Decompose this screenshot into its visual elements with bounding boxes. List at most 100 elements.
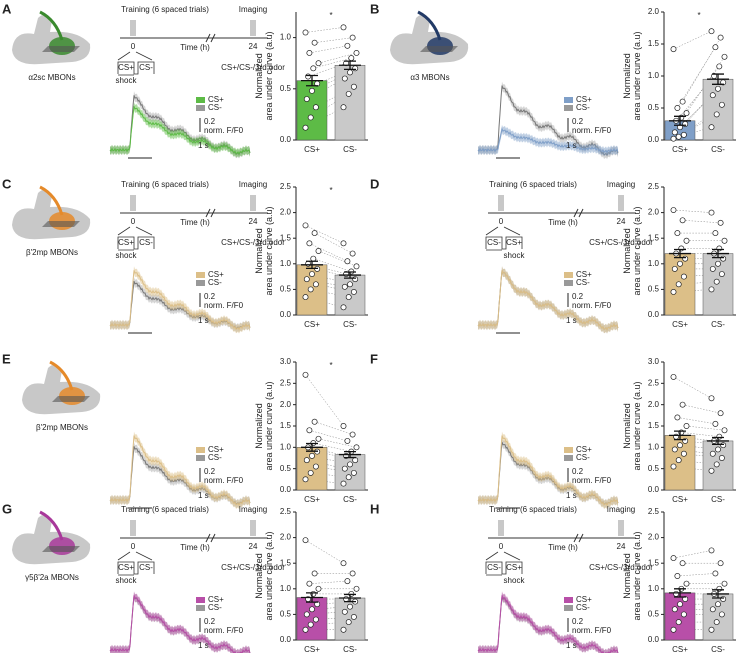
scale-y-label: 0.2: [204, 292, 216, 301]
neuron-axon: [49, 360, 74, 391]
trial-label: CS-: [139, 563, 153, 572]
data-point: [674, 573, 681, 579]
data-point: [709, 450, 716, 457]
data-point: [709, 606, 716, 613]
training-block: [130, 20, 136, 36]
panel: Cβ'2mp MBONs Training (6 spaced trials) Im…: [2, 176, 368, 334]
y-tick-label: 1.0: [280, 33, 292, 42]
error-bar: [301, 260, 323, 270]
training-block: [498, 195, 504, 211]
legend-swatch: [564, 105, 573, 111]
data-point: [717, 34, 724, 41]
data-point: [671, 446, 678, 453]
significance: *: [329, 11, 332, 20]
shock-label: shock: [504, 576, 526, 585]
scale-unit: norm. F/F0: [572, 476, 612, 485]
trace-mean: [109, 106, 251, 156]
trial-label: CS+: [118, 238, 134, 247]
y-tick-label: 1.5: [280, 558, 292, 567]
data-point: [683, 423, 690, 429]
data-point: [680, 131, 687, 138]
y-tick-label: 2.0: [648, 208, 660, 217]
axis-break: [205, 33, 216, 43]
legend-swatch: [564, 280, 573, 286]
scale-unit: norm. F/F0: [204, 126, 244, 135]
data-point: [717, 560, 724, 567]
data-point: [312, 616, 319, 623]
data-point: [670, 463, 677, 470]
pair-line: [305, 225, 344, 244]
data-point: [671, 129, 678, 136]
data-point: [708, 395, 715, 402]
data-point: [347, 281, 353, 288]
trace-mean: [477, 270, 619, 331]
data-point: [712, 420, 719, 427]
data-point: [349, 34, 356, 41]
time-zero: 0: [499, 217, 504, 226]
timeline-title: Training (6 spaced trials): [121, 5, 209, 14]
data-point: [307, 469, 314, 476]
y-tick-label: 2.5: [280, 378, 292, 387]
data-point: [344, 578, 351, 585]
legend-label: CS+: [208, 595, 224, 604]
bar: [334, 64, 366, 141]
data-point: [680, 611, 687, 618]
data-point: [352, 457, 359, 464]
y-tick-label: 0.5: [648, 464, 660, 473]
error-bar: [339, 593, 361, 603]
time-24: 24: [617, 542, 626, 551]
neuron-axon: [417, 10, 442, 41]
time-axis-label: Time (h): [548, 218, 578, 227]
legend-swatch: [564, 97, 573, 103]
data-point: [709, 92, 716, 99]
data-point: [302, 294, 309, 301]
trace-sem: [478, 124, 618, 157]
data-point: [718, 101, 725, 108]
y-axis-label-line: area under curve (a.u): [264, 381, 274, 470]
protocol-lines: [117, 51, 155, 76]
data-point: [708, 28, 715, 35]
x-tick-label: CS-: [343, 495, 357, 504]
y-tick-label: 1.0: [280, 584, 292, 593]
pair-line: [673, 30, 712, 50]
y-tick-label: 2.5: [648, 378, 660, 387]
y-axis-label-line: Normalized: [622, 53, 632, 99]
axis-break: [205, 208, 216, 218]
data-point: [675, 281, 682, 288]
trace-sem: [478, 591, 618, 653]
y-tick-label: 1.5: [280, 421, 292, 430]
data-point: [345, 619, 352, 626]
imaging-block: [250, 195, 256, 211]
imaging-plane: [420, 46, 458, 52]
data-point: [302, 371, 309, 378]
y-axis-label-line: Normalized: [254, 53, 264, 99]
imaging-label: Imaging: [239, 505, 267, 514]
data-point: [677, 260, 683, 267]
legend-label: CS-: [576, 103, 590, 112]
error-bar: [707, 248, 729, 259]
test-label: CS+/CS-/3rd odor: [221, 63, 285, 72]
y-axis-label-line: Normalized: [254, 228, 264, 274]
panel-letter: F: [370, 351, 378, 366]
legend-swatch: [196, 605, 205, 611]
scale-x-label: 1 s: [566, 141, 577, 150]
pair-line: [682, 404, 721, 414]
data-point: [311, 418, 318, 425]
data-point: [344, 42, 351, 49]
y-tick-label: 2.5: [648, 182, 660, 191]
data-point: [353, 585, 360, 592]
x-tick-label: CS-: [711, 320, 725, 329]
data-point: [675, 457, 682, 464]
data-point: [713, 278, 720, 285]
imaging-plane: [52, 396, 90, 402]
x-tick-label: CS+: [672, 320, 688, 329]
y-tick-label: 0.0: [648, 310, 660, 319]
pair-line: [314, 37, 353, 43]
trial-label: CS-: [487, 238, 501, 247]
imaging-label: Imaging: [607, 180, 635, 189]
y-axis-label: Normalizedarea under curve (a.u): [254, 31, 274, 120]
data-point: [307, 621, 314, 628]
error-bar: [301, 442, 323, 452]
